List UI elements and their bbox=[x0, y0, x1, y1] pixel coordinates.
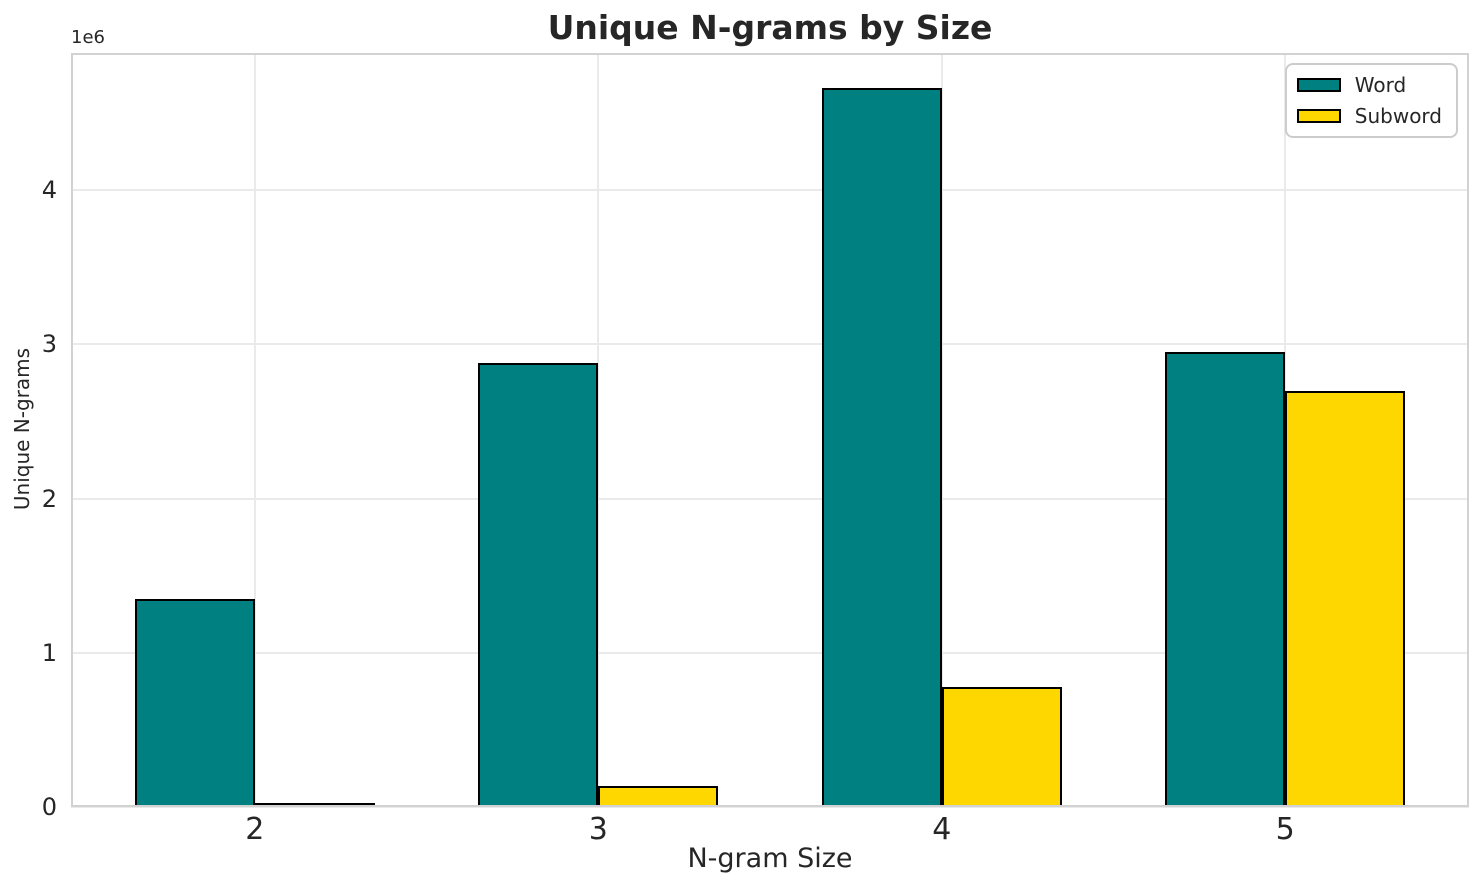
legend-entry-subword: Subword bbox=[1296, 104, 1442, 128]
legend-entry-word: Word bbox=[1296, 73, 1442, 97]
gridline-vertical bbox=[253, 53, 256, 807]
gridline-horizontal bbox=[71, 343, 1469, 346]
legend-label-subword: Subword bbox=[1354, 104, 1442, 128]
bar-word-3 bbox=[478, 362, 599, 807]
y-tick-label-4: 4 bbox=[41, 176, 57, 205]
gridline-vertical bbox=[940, 53, 943, 807]
bar-word-5 bbox=[1165, 352, 1286, 807]
y-tick-label-0: 0 bbox=[41, 793, 57, 821]
legend-swatch-subword bbox=[1296, 109, 1341, 123]
y-tick-label-2: 2 bbox=[41, 484, 57, 513]
legend-label-word: Word bbox=[1354, 73, 1407, 97]
plot-area: Word Subword bbox=[71, 53, 1469, 808]
y-axis-offset-text: 1e6 bbox=[71, 27, 105, 48]
y-tick-label-1: 1 bbox=[41, 638, 57, 667]
gridline-horizontal bbox=[71, 189, 1469, 192]
x-tick-label-4: 4 bbox=[932, 812, 952, 847]
x-tick-label-5: 5 bbox=[1275, 812, 1295, 847]
legend-swatch-word bbox=[1296, 78, 1341, 92]
gridline-horizontal bbox=[71, 806, 1469, 808]
legend: Word Subword bbox=[1284, 63, 1458, 138]
x-tick-label-2: 2 bbox=[245, 812, 265, 847]
y-tick-label-3: 3 bbox=[41, 330, 57, 359]
bar-subword-3 bbox=[598, 786, 719, 807]
bar-word-2 bbox=[134, 598, 255, 807]
bar-word-4 bbox=[821, 88, 942, 807]
bar-subword-5 bbox=[1285, 390, 1406, 807]
chart-title: Unique N-grams by Size bbox=[547, 8, 993, 47]
gridline-vertical bbox=[597, 53, 600, 807]
bar-subword-4 bbox=[941, 686, 1062, 807]
gridline-horizontal bbox=[71, 497, 1469, 500]
bar-subword-2 bbox=[254, 803, 375, 807]
x-tick-label-3: 3 bbox=[588, 812, 608, 847]
gridline-horizontal bbox=[71, 651, 1469, 654]
x-axis-label: N-gram Size bbox=[687, 843, 853, 874]
